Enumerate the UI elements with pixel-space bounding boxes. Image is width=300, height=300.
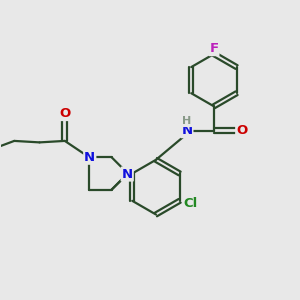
Text: O: O (59, 107, 70, 120)
Text: F: F (209, 42, 218, 55)
Text: N: N (122, 168, 133, 181)
Text: N: N (181, 124, 192, 137)
Text: H: H (182, 116, 191, 126)
Text: N: N (84, 151, 95, 164)
Text: Cl: Cl (184, 197, 198, 210)
Text: O: O (236, 124, 248, 137)
